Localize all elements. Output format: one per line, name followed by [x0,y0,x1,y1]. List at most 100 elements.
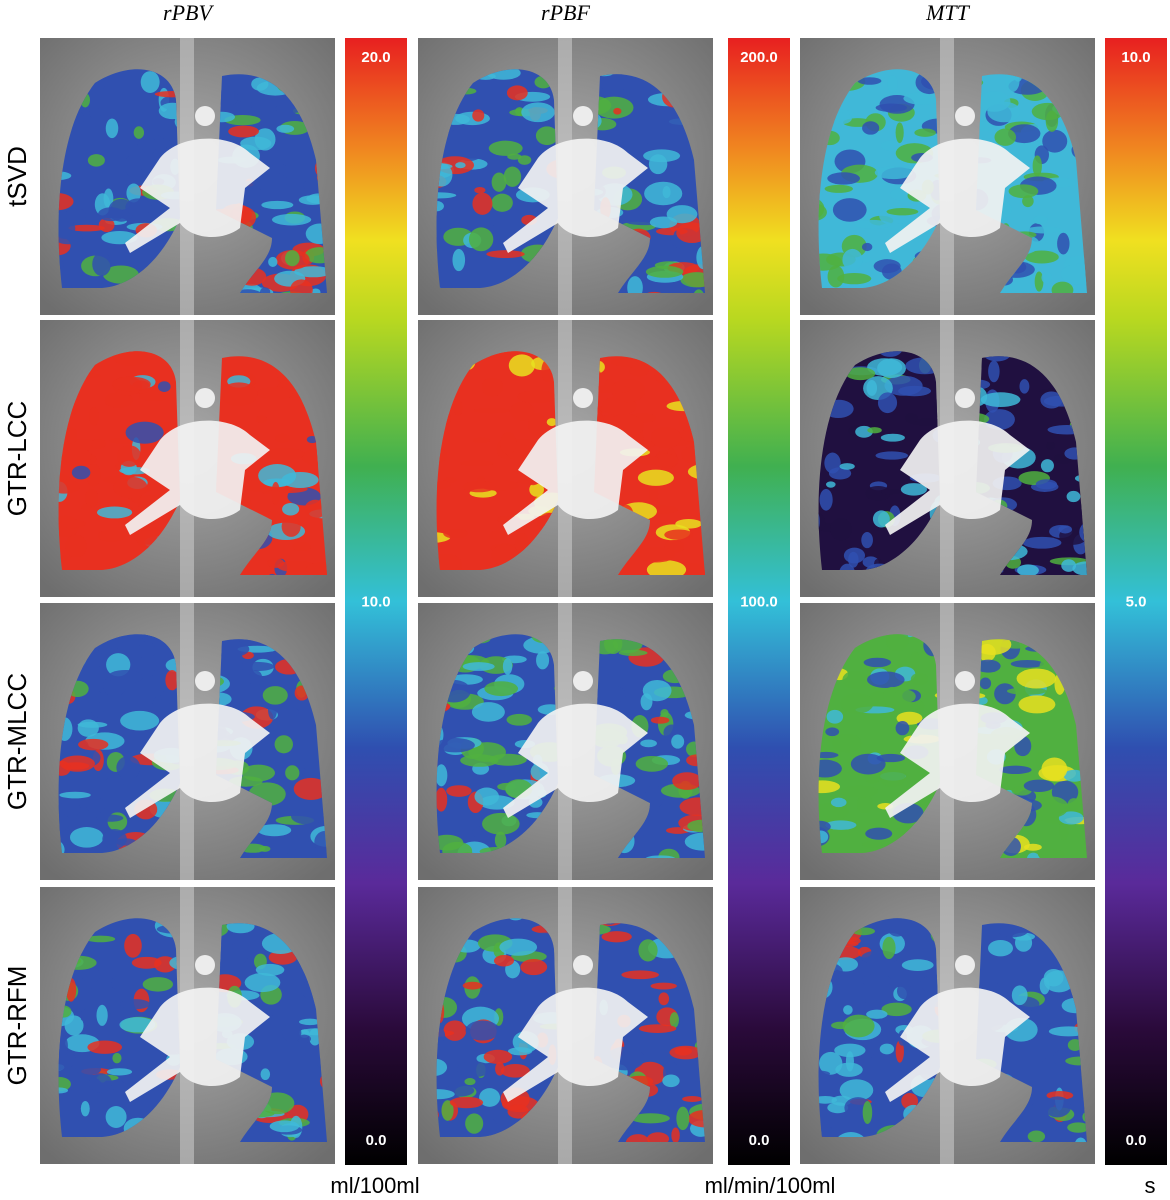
map-blob [896,983,912,1000]
map-blob [895,721,910,736]
map-blob [228,125,259,138]
map-blob [601,931,632,943]
map-blob [120,710,160,731]
map-blob [78,738,109,751]
map-blob [638,1024,677,1033]
map-blob [638,455,660,465]
map-blob [89,406,99,426]
map-blob [294,266,327,278]
map-blob [536,651,550,670]
map-blob [271,163,287,171]
map-blob [830,517,853,541]
map-blob [862,121,880,135]
map-blob [631,1113,670,1124]
map-blob [260,1068,271,1081]
map-blob [1017,564,1039,576]
map-blob [979,677,992,690]
map-blob [861,973,892,988]
aorta [955,106,975,126]
map-blob [827,1102,849,1114]
map-blob [600,71,627,94]
row-label: GTR-MLCC [2,673,32,810]
map-blob [818,830,829,844]
map-blob [1034,271,1044,292]
map-blob [462,981,483,990]
unit-label: ml/min/100ml [705,1173,836,1198]
map-blob [640,739,657,748]
map-blob [840,693,874,714]
map-blob [1006,687,1047,695]
map-blob [259,287,271,294]
map-blob [1019,379,1030,394]
map-blob [648,485,659,503]
map-blob [1058,525,1073,534]
map-blob [1040,391,1063,409]
map-blob [254,128,276,151]
map-blob [65,208,87,223]
map-blob [96,506,133,519]
map-blob [157,381,171,392]
map-blob [1039,977,1050,995]
map-blob [138,389,170,402]
map-blob [110,977,134,991]
map-blob [1032,155,1042,177]
map-blob [818,759,842,778]
map-blob [1067,1122,1087,1133]
map-blob [85,935,116,943]
map-blob [488,753,527,766]
map-blob [676,1106,690,1131]
map-blob [65,534,87,558]
map-blob [839,1079,874,1102]
map-blob [644,181,683,206]
map-blob [825,820,857,830]
mediastinum [125,138,270,253]
map-blob [646,1132,670,1143]
map-blob [650,982,677,990]
map-blob [818,203,827,221]
map-blob [818,1096,838,1104]
map-blob [895,1040,904,1063]
map-blob [58,479,81,494]
map-blob [520,959,548,976]
map-blob [876,753,906,763]
colorbar-mid: 5.0 [1126,594,1147,611]
map-blob [1065,1056,1087,1066]
aorta [955,388,975,408]
map-blob [261,200,294,210]
map-blob [645,265,684,278]
map-blob [212,950,248,966]
map-blob [1035,479,1058,490]
map-blob [830,797,847,808]
map-blob [1072,561,1087,576]
map-blob [80,1100,90,1117]
map-blob [473,407,510,414]
map-blob [500,432,517,455]
map-blob [832,112,852,125]
map-blob [1058,811,1084,825]
map-blob [105,118,119,139]
map-blob [672,772,702,790]
map-blob [285,765,300,781]
map-blob [104,392,133,409]
map-blob [98,207,125,222]
map-blob [462,662,495,671]
map-blob [285,250,300,267]
colorbar-min: 0.0 [749,1132,770,1149]
map-blob [904,412,918,423]
map-blob [293,777,327,800]
map-blob [850,753,886,775]
map-blob [98,217,115,233]
unit-label: s [1145,1173,1156,1198]
map-blob [133,126,145,139]
map-blob [248,670,263,687]
map-blob [493,955,515,967]
map-blob [491,193,513,212]
map-blob [613,141,650,148]
map-blob [861,532,873,549]
map-blob [436,215,443,230]
mediastinum [503,138,648,253]
map-blob [988,360,1000,383]
map-blob [107,669,144,684]
map-blob [1042,129,1068,153]
column-title: MTT [925,0,971,25]
